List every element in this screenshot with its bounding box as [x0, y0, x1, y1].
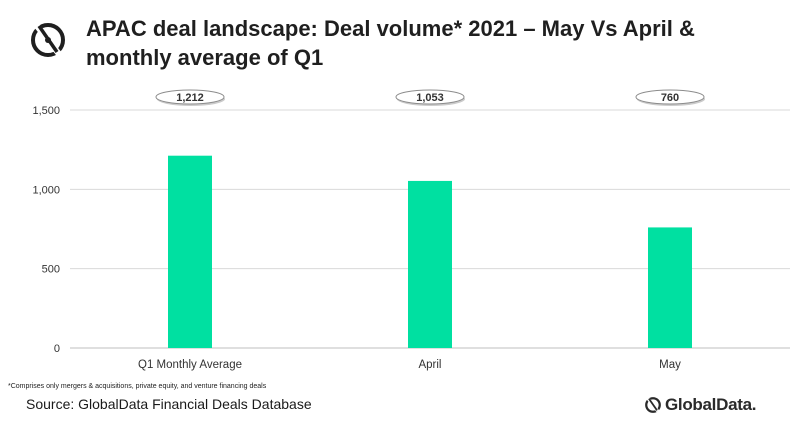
footnote: *Comprises only mergers & acquisitions, …	[8, 383, 267, 390]
y-tick-label: 1,000	[32, 184, 60, 196]
x-tick-label: April	[418, 359, 441, 371]
y-tick-label: 0	[54, 343, 60, 355]
data-label-bubble	[155, 89, 225, 105]
globaldata-logo-icon	[31, 23, 65, 57]
bar	[168, 155, 212, 348]
data-label: 1,212	[176, 92, 204, 104]
y-tick-label: 500	[42, 264, 60, 276]
chart-title: APAC deal landscape: Deal volume* 2021 –…	[86, 16, 695, 70]
x-tick-label: May	[659, 359, 681, 371]
source-text: Source: GlobalData Financial Deals Datab…	[26, 396, 312, 412]
bar	[648, 227, 692, 348]
globaldata-mark-icon	[645, 397, 661, 413]
brand-name: GlobalData.	[665, 395, 757, 414]
data-label: 760	[661, 92, 679, 104]
y-tick-label: 1,500	[32, 105, 60, 117]
bar	[408, 180, 452, 348]
data-label: 1,053	[416, 92, 444, 104]
x-tick-label: Q1 Monthly Average	[138, 359, 242, 371]
brand-logo: GlobalData.	[644, 395, 756, 415]
data-label-bubble	[635, 89, 705, 105]
data-label-bubble	[395, 89, 465, 105]
